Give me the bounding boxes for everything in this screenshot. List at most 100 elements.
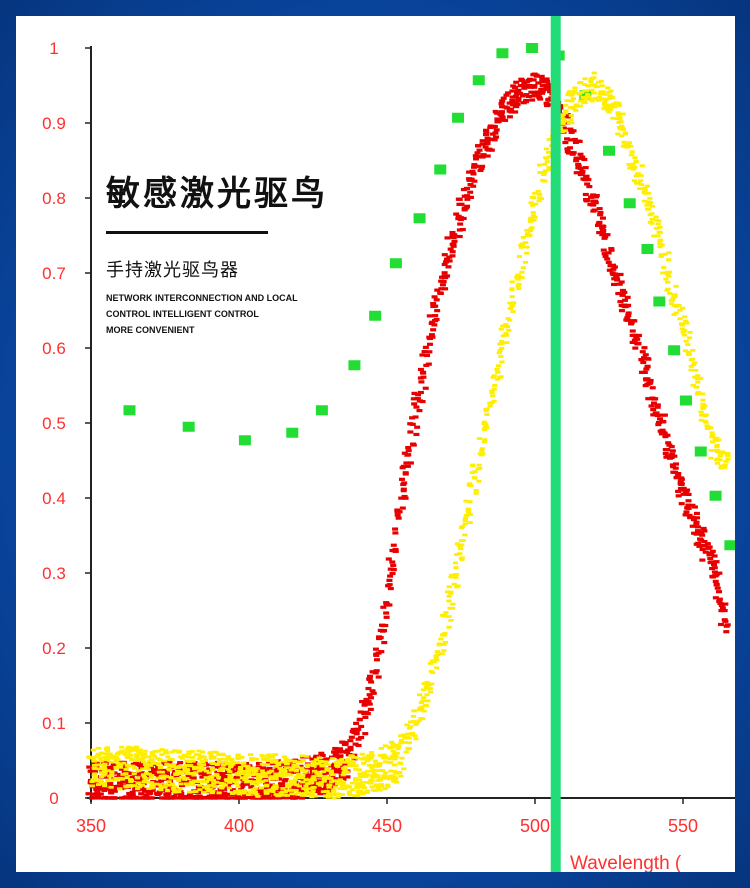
yellow-data-point xyxy=(247,779,253,783)
yellow-data-point xyxy=(569,92,575,96)
yellow-data-point xyxy=(499,346,505,350)
yellow-data-point xyxy=(263,792,269,795)
red-data-point xyxy=(283,764,290,768)
yellow-data-point xyxy=(356,785,362,789)
yellow-data-point xyxy=(372,759,378,763)
yellow-data-point xyxy=(563,111,569,115)
red-data-point xyxy=(386,583,393,587)
red-data-point xyxy=(718,609,725,613)
yellow-data-point xyxy=(184,777,190,780)
yellow-data-point xyxy=(92,775,98,779)
yellow-data-point xyxy=(610,116,616,120)
yellow-data-point xyxy=(599,97,605,101)
red-data-point xyxy=(573,159,580,163)
yellow-data-point xyxy=(311,775,317,778)
yellow-data-point xyxy=(143,777,149,780)
red-data-point xyxy=(415,393,422,397)
red-data-point xyxy=(369,670,376,674)
yellow-data-point xyxy=(399,756,405,760)
yellow-data-point xyxy=(676,303,682,307)
red-data-point xyxy=(444,236,451,240)
yellow-data-point xyxy=(600,90,606,94)
yellow-data-point xyxy=(108,773,114,777)
tagline-block: NETWORK INTERCONNECTION AND LOCAL CONTRO… xyxy=(106,290,328,338)
yellow-data-point xyxy=(409,731,416,735)
yellow-data-point xyxy=(714,445,720,449)
yellow-data-point xyxy=(427,662,434,665)
red-data-point xyxy=(600,224,607,229)
yellow-data-point xyxy=(489,391,495,395)
yellow-data-point xyxy=(593,97,599,101)
yellow-data-point xyxy=(91,759,97,763)
yellow-data-point xyxy=(273,759,279,762)
yellow-data-point xyxy=(510,301,516,305)
yellow-data-point xyxy=(126,745,132,749)
yellow-data-point xyxy=(113,759,119,763)
yellow-data-point xyxy=(709,435,715,439)
yellow-data-point xyxy=(683,319,689,323)
yellow-data-point xyxy=(659,243,665,247)
yellow-data-point xyxy=(197,783,203,787)
yellow-data-point xyxy=(131,772,137,776)
yellow-data-point xyxy=(578,81,584,84)
yellow-data-point xyxy=(519,276,525,279)
red-data-point xyxy=(279,785,286,789)
yellow-data-point xyxy=(144,762,150,766)
green-data-point xyxy=(668,345,681,356)
red-data-point xyxy=(619,288,626,293)
yellow-data-point xyxy=(134,776,141,780)
yellow-data-point xyxy=(351,756,358,759)
yellow-data-point xyxy=(266,755,272,759)
yellow-data-point xyxy=(207,787,213,791)
yellow-data-point xyxy=(420,688,427,692)
yellow-data-point xyxy=(402,741,408,744)
red-data-point xyxy=(138,771,145,775)
red-data-point xyxy=(579,169,586,174)
yellow-data-point xyxy=(572,86,578,90)
yellow-data-point xyxy=(377,762,383,765)
red-data-point xyxy=(389,571,396,576)
yellow-data-point xyxy=(330,757,336,760)
yellow-data-point xyxy=(381,774,387,778)
yellow-data-point xyxy=(509,287,515,291)
yellow-data-point xyxy=(704,427,710,430)
red-data-point xyxy=(577,166,584,171)
yellow-data-point xyxy=(179,771,185,775)
yellow-data-point xyxy=(475,467,481,471)
red-data-point xyxy=(566,146,573,150)
yellow-data-point xyxy=(163,751,169,755)
yellow-data-point xyxy=(524,245,530,249)
yellow-data-point xyxy=(596,95,603,99)
yellow-data-point xyxy=(177,765,183,768)
yellow-data-point xyxy=(256,778,262,782)
yellow-data-point xyxy=(97,763,103,767)
yellow-data-point xyxy=(518,245,524,249)
yellow-data-point xyxy=(245,793,252,796)
red-data-point xyxy=(647,378,654,383)
yellow-data-point xyxy=(446,585,452,589)
yellow-data-point xyxy=(260,771,267,775)
yellow-data-point xyxy=(227,773,233,777)
red-data-point xyxy=(91,781,98,786)
red-data-point xyxy=(641,356,648,360)
yellow-data-point xyxy=(381,776,387,780)
yellow-data-point xyxy=(141,752,148,756)
red-data-point xyxy=(530,78,537,82)
yellow-data-point xyxy=(283,789,289,793)
yellow-data-point xyxy=(635,181,642,185)
yellow-data-point xyxy=(347,764,353,767)
yellow-data-point xyxy=(302,793,308,797)
yellow-data-point xyxy=(428,690,434,694)
yellow-data-point xyxy=(361,786,367,790)
red-data-point xyxy=(669,463,676,467)
yellow-data-point xyxy=(454,542,461,546)
red-data-point xyxy=(94,785,101,789)
red-data-point xyxy=(221,794,228,798)
red-data-point xyxy=(545,83,552,88)
red-data-point xyxy=(320,773,327,777)
red-data-point xyxy=(445,265,452,269)
red-data-point xyxy=(432,304,439,308)
red-data-point xyxy=(178,783,185,788)
red-data-point xyxy=(571,137,578,142)
yellow-data-point xyxy=(169,750,175,754)
